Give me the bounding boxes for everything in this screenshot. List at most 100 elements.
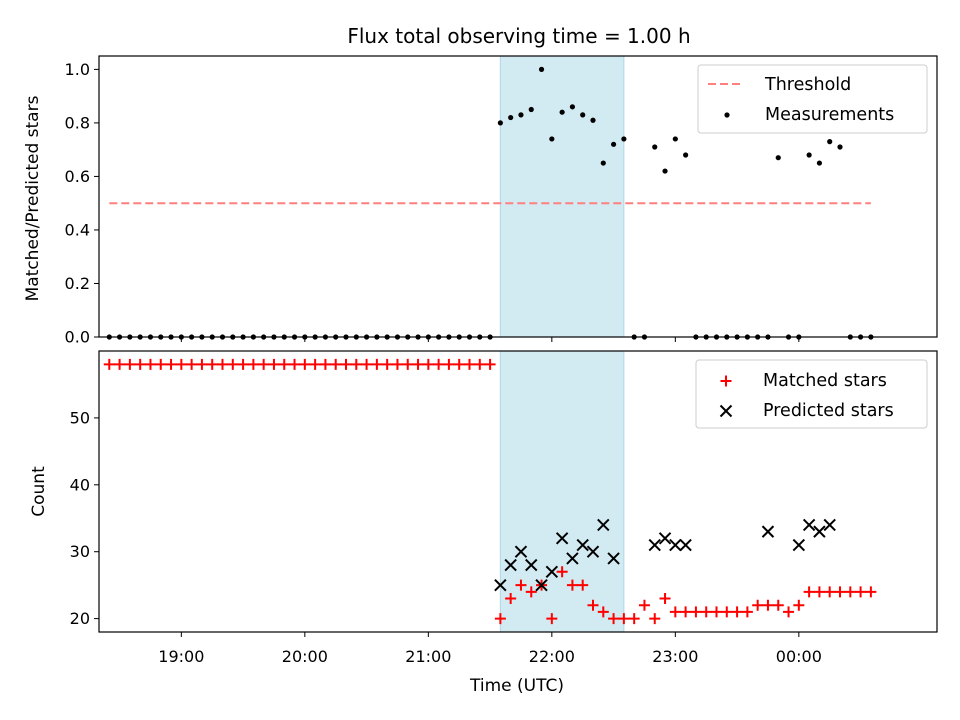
predicted-star-point: [494, 578, 507, 592]
measurement-point: [590, 117, 596, 123]
bottom-y-tick-label: 40: [70, 475, 90, 494]
matched-star-point: [824, 586, 836, 598]
matched-star-point: [752, 599, 764, 611]
matched-star-point: [793, 599, 805, 611]
measurement-point: [652, 144, 658, 150]
top-y-tick-label: 1.0: [65, 60, 90, 79]
matched-star-point: [371, 358, 383, 370]
measurement-point: [662, 168, 668, 174]
matched-star-point: [124, 358, 136, 370]
matched-star-point: [350, 358, 362, 370]
matched-star-point: [525, 586, 537, 598]
predicted-star-point: [679, 538, 692, 552]
measurement-point: [497, 120, 503, 126]
matched-star-point: [484, 358, 496, 370]
top-highlight-window: [499, 55, 625, 338]
matched-star-point: [741, 606, 753, 618]
matched-star-point: [865, 586, 877, 598]
matched-star-point: [155, 358, 167, 370]
matched-star-point: [638, 599, 650, 611]
predicted-star-point: [607, 552, 620, 565]
matched-star-point: [669, 606, 681, 618]
matched-star-point: [556, 566, 568, 578]
top-y-tick-label: 0.6: [65, 167, 90, 186]
predicted-star-point: [658, 532, 672, 545]
matched-star-point: [628, 613, 640, 625]
matched-star-point: [412, 358, 424, 370]
bottom-y-tick-label: 50: [70, 408, 90, 427]
matched-star-point: [680, 606, 692, 618]
x-axis-label: Time (UTC): [469, 676, 564, 696]
matched-star-point: [443, 358, 455, 370]
matched-star-point: [391, 358, 403, 370]
matched-star-point: [618, 613, 630, 625]
matched-star-point: [144, 358, 156, 370]
measurement-point: [683, 152, 689, 158]
matched-star-point: [433, 358, 445, 370]
matched-star-point: [165, 358, 177, 370]
top-legend-box: [697, 64, 928, 134]
x-tick-label: 19:00: [158, 647, 204, 666]
measurement-point: [538, 66, 545, 72]
x-tick-label: 22:00: [529, 647, 575, 666]
matched-star-point: [515, 579, 527, 591]
x-tick-label: 23:00: [652, 647, 698, 666]
bottom-y-axis: 20 30 40 50: [70, 408, 99, 628]
predicted-star-point: [514, 545, 528, 558]
predicted-star-point: [802, 518, 816, 532]
measurement-point: [600, 160, 606, 166]
measurement-point: [610, 141, 617, 147]
matched-star-point: [402, 358, 414, 370]
matched-star-point: [700, 606, 712, 618]
matched-star-point: [340, 358, 352, 370]
top-axes-frame: [98, 55, 938, 338]
predicted-star-point: [597, 518, 610, 532]
matched-star-point: [134, 358, 146, 370]
top-y-axis-label: Matched/Predicted stars: [23, 95, 43, 301]
measurement-point: [621, 136, 627, 142]
matched-star-point: [659, 593, 671, 605]
predicted-star-point: [525, 558, 538, 572]
matched-star-point: [258, 358, 270, 370]
matched-star-point: [494, 613, 506, 625]
matched-star-point: [597, 606, 609, 618]
predicted-star-point: [792, 538, 806, 552]
bottom-axes-frame: [98, 350, 938, 633]
matched-legend-swatch: [720, 375, 732, 387]
matched-star-point: [206, 358, 218, 370]
matched-star-point: [453, 358, 465, 370]
matched-star-point: [227, 358, 239, 370]
matched-star-point: [577, 579, 589, 591]
measurements-legend-label: Measurements: [765, 105, 894, 125]
measurement-point: [528, 106, 534, 113]
predicted-star-point: [566, 552, 579, 565]
matched-star-point: [690, 606, 702, 618]
predicted-star-point: [669, 538, 682, 552]
top-y-tick-label: 0.2: [65, 274, 90, 293]
matched-star-point: [762, 599, 774, 611]
x-tick-label: 21:00: [405, 647, 451, 666]
measurement-point: [816, 160, 823, 166]
matched-star-point: [783, 606, 795, 618]
matched-star-point: [813, 586, 825, 598]
predicted-star-point: [586, 545, 600, 558]
x-tick-label: 20:00: [282, 647, 328, 666]
matched-star-point: [114, 358, 126, 370]
matched-star-point: [319, 358, 331, 370]
bottom-x-axis: 19:00 20:00 21:00 22:00 23:00 00:00: [158, 632, 822, 666]
matched-star-point: [844, 586, 856, 598]
bottom-y-tick-label: 30: [70, 542, 90, 561]
measurement-point: [775, 155, 781, 161]
matched-star-point: [196, 358, 208, 370]
predicted-star-point: [535, 578, 548, 592]
matched-star-point: [103, 358, 115, 370]
matched-star-point: [803, 586, 815, 598]
predicted-star-point: [576, 538, 589, 552]
predicted-legend-label: Predicted stars: [763, 401, 894, 421]
measurement-point: [569, 104, 576, 110]
matched-star-point: [289, 358, 301, 370]
measurement-point: [837, 144, 843, 150]
matched-star-point: [649, 613, 661, 625]
